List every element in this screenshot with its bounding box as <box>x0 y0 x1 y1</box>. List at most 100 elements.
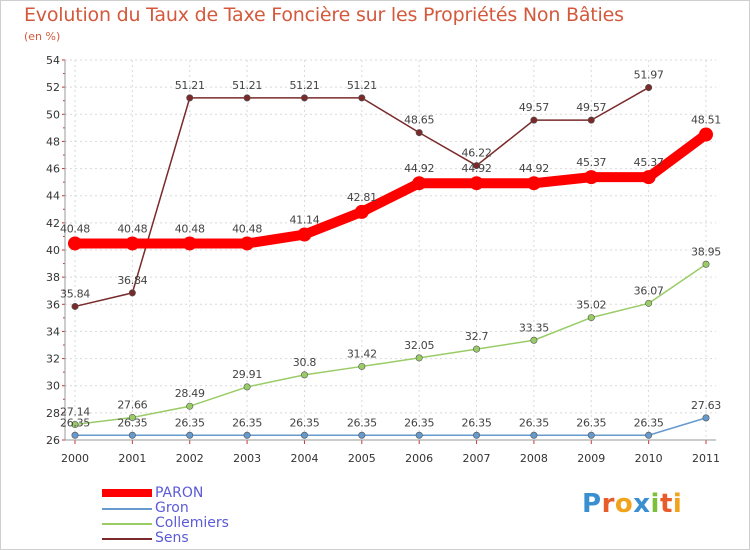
data-point-sens <box>645 84 653 92</box>
data-point-sens <box>186 94 194 102</box>
data-point-collemiers <box>71 421 79 429</box>
data-point-paron <box>354 204 369 219</box>
data-label-collemiers: 33.35 <box>519 321 549 334</box>
data-label-sens: 48.65 <box>404 114 434 127</box>
data-point-collemiers <box>186 402 194 410</box>
data-point-gron <box>645 431 653 439</box>
data-point-paron <box>125 236 140 251</box>
legend-label-paron: PARON <box>155 485 204 501</box>
y-tick-label: 48 <box>46 135 60 148</box>
data-label-sens: 46.22 <box>462 147 492 160</box>
data-point-sens <box>300 94 308 102</box>
data-point-paron <box>526 176 541 191</box>
data-point-paron <box>68 236 82 251</box>
data-point-collemiers <box>128 413 136 421</box>
data-point-collemiers <box>415 354 423 362</box>
data-point-collemiers <box>530 336 538 344</box>
data-label-sens: 49.57 <box>576 101 606 114</box>
data-label-gron: 26.35 <box>347 416 377 429</box>
data-label-collemiers: 31.42 <box>347 347 377 360</box>
proxiti-logo: Proxiti <box>582 489 683 519</box>
data-point-gron <box>71 431 79 439</box>
data-label-collemiers: 35.02 <box>576 299 606 312</box>
data-label-sens: 51.97 <box>634 69 664 82</box>
y-tick-label: 52 <box>46 81 60 94</box>
data-point-paron <box>584 170 599 185</box>
x-tick-label: 2005 <box>348 452 376 465</box>
y-tick-label: 50 <box>46 108 60 121</box>
data-label-paron: 44.92 <box>519 162 549 175</box>
data-label-sens: 51.21 <box>289 79 319 92</box>
data-point-gron <box>415 431 423 439</box>
data-label-sens: 36.84 <box>117 274 147 287</box>
y-tick-label: 46 <box>46 163 60 176</box>
y-tick-label: 30 <box>46 380 60 393</box>
data-point-paron <box>469 176 484 191</box>
data-label-paron: 40.48 <box>117 222 147 235</box>
data-label-paron: 40.48 <box>60 222 90 235</box>
data-point-paron <box>297 227 312 242</box>
data-point-gron <box>702 414 710 422</box>
y-tick-label: 26 <box>46 434 60 447</box>
data-point-sens <box>358 94 366 102</box>
data-label-paron: 48.51 <box>691 114 721 127</box>
data-label-collemiers: 30.8 <box>293 356 317 369</box>
data-label-paron: 40.48 <box>175 222 205 235</box>
data-label-paron: 40.48 <box>232 222 262 235</box>
data-label-paron: 45.37 <box>634 156 664 169</box>
data-label-collemiers: 27.66 <box>117 398 147 411</box>
data-point-sens <box>587 116 595 124</box>
x-tick-label: 2001 <box>118 452 146 465</box>
y-tick-label: 40 <box>46 244 60 257</box>
x-tick-label: 2000 <box>61 452 89 465</box>
y-tick-label: 42 <box>46 217 60 230</box>
data-point-gron <box>587 431 595 439</box>
y-tick-label: 36 <box>46 298 60 311</box>
x-tick-label: 2003 <box>233 452 261 465</box>
data-point-paron <box>412 176 427 191</box>
data-label-paron: 44.92 <box>404 162 434 175</box>
chart-title: Evolution du Taux de Taxe Foncière sur l… <box>24 4 624 26</box>
data-label-gron: 26.35 <box>232 416 262 429</box>
data-point-sens <box>473 162 481 170</box>
legend-swatch-collemiers <box>102 523 152 525</box>
data-label-sens: 51.21 <box>175 79 205 92</box>
data-point-sens <box>243 94 251 102</box>
legend-swatch-sens <box>102 538 152 540</box>
x-tick-label: 2010 <box>635 452 663 465</box>
data-label-collemiers: 32.7 <box>465 330 489 343</box>
data-label-gron: 26.35 <box>60 416 90 429</box>
data-label-gron: 26.35 <box>175 416 205 429</box>
data-point-gron <box>128 431 136 439</box>
data-point-paron <box>699 127 713 142</box>
data-point-collemiers <box>587 314 595 322</box>
x-tick-label: 2009 <box>577 452 605 465</box>
data-point-paron <box>641 170 656 185</box>
data-label-collemiers: 28.49 <box>175 387 205 400</box>
data-point-gron <box>243 431 251 439</box>
y-axis-unit-label: (en %) <box>24 30 61 43</box>
data-point-collemiers <box>358 362 366 370</box>
x-tick-label: 2007 <box>463 452 491 465</box>
data-point-collemiers <box>473 345 481 353</box>
data-label-gron: 26.35 <box>576 416 606 429</box>
data-point-gron <box>473 431 481 439</box>
data-point-gron <box>530 431 538 439</box>
data-label-collemiers: 27.14 <box>60 406 90 419</box>
data-point-collemiers <box>243 383 251 391</box>
y-tick-label: 54 <box>46 54 60 67</box>
data-point-paron <box>240 236 255 251</box>
data-label-paron: 44.92 <box>462 162 492 175</box>
series-line-gron <box>74 417 707 436</box>
legend-label-collemiers: Collemiers <box>155 515 229 531</box>
y-tick-label: 44 <box>46 190 60 203</box>
legend-label-gron: Gron <box>155 500 189 516</box>
data-point-sens <box>530 116 538 124</box>
data-label-paron: 42.81 <box>347 191 377 204</box>
y-tick-label: 32 <box>46 353 60 366</box>
x-tick-label: 2004 <box>290 452 318 465</box>
data-label-sens: 51.21 <box>347 79 377 92</box>
legend-label-sens: Sens <box>155 530 189 546</box>
data-label-sens: 51.21 <box>232 79 262 92</box>
